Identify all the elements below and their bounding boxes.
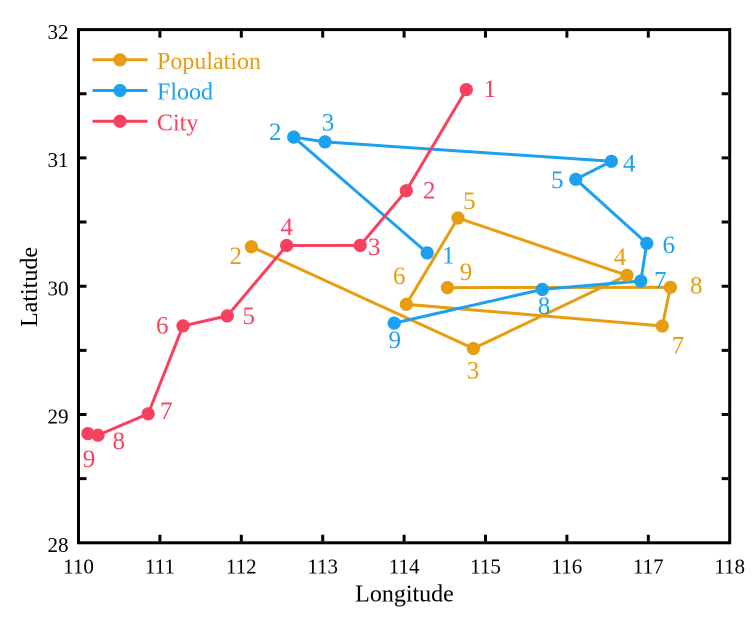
svg-text:4: 4 — [614, 244, 627, 271]
svg-text:City: City — [157, 110, 198, 136]
svg-text:118: 118 — [714, 555, 745, 579]
svg-text:1: 1 — [442, 243, 455, 270]
svg-text:116: 116 — [552, 555, 583, 579]
svg-text:111: 111 — [145, 555, 175, 579]
svg-text:5: 5 — [463, 188, 476, 215]
svg-text:8: 8 — [113, 428, 126, 455]
svg-text:31: 31 — [48, 148, 69, 172]
svg-text:Flood: Flood — [157, 80, 213, 106]
svg-text:114: 114 — [389, 555, 420, 579]
svg-text:7: 7 — [160, 398, 173, 425]
svg-text:4: 4 — [623, 151, 636, 178]
svg-text:112: 112 — [226, 555, 257, 579]
svg-text:113: 113 — [307, 555, 338, 579]
svg-text:2: 2 — [423, 178, 436, 205]
svg-text:4: 4 — [280, 214, 293, 241]
svg-text:7: 7 — [672, 333, 685, 360]
svg-text:29: 29 — [48, 405, 69, 429]
svg-text:9: 9 — [83, 446, 96, 473]
svg-text:6: 6 — [393, 263, 406, 290]
svg-text:3: 3 — [467, 358, 480, 385]
svg-text:5: 5 — [551, 167, 564, 194]
svg-text:8: 8 — [690, 273, 703, 300]
svg-text:30: 30 — [48, 276, 69, 300]
svg-text:Population: Population — [157, 49, 261, 75]
svg-text:9: 9 — [388, 327, 401, 354]
svg-text:8: 8 — [538, 293, 551, 320]
svg-text:3: 3 — [368, 234, 381, 261]
svg-text:2: 2 — [230, 243, 243, 270]
svg-text:5: 5 — [243, 303, 256, 330]
svg-text:110: 110 — [63, 555, 94, 579]
svg-text:6: 6 — [663, 232, 676, 259]
svg-text:7: 7 — [654, 268, 667, 295]
svg-text:Latitude: Latitude — [17, 247, 43, 327]
svg-text:1: 1 — [484, 76, 497, 103]
svg-text:28: 28 — [48, 533, 69, 557]
svg-text:9: 9 — [460, 259, 473, 286]
svg-text:Longitude: Longitude — [355, 582, 454, 608]
svg-text:3: 3 — [322, 110, 335, 137]
svg-text:32: 32 — [48, 20, 69, 44]
svg-text:6: 6 — [156, 313, 169, 340]
svg-text:115: 115 — [470, 555, 501, 579]
svg-text:2: 2 — [269, 119, 282, 146]
svg-text:117: 117 — [633, 555, 664, 579]
